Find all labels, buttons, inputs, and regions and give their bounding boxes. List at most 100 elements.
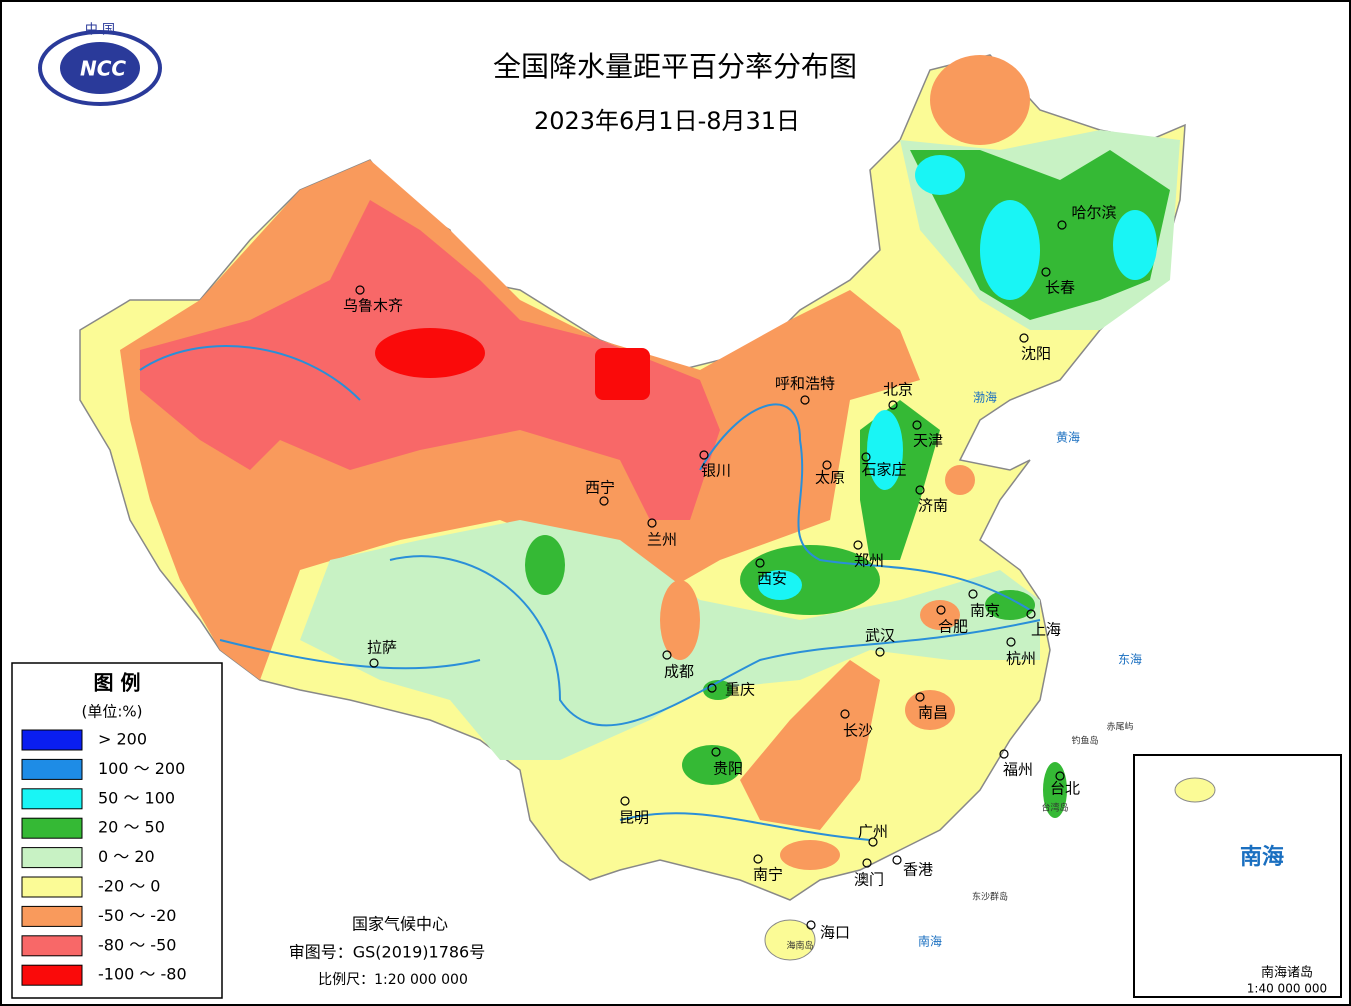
city-label: 香港 bbox=[903, 861, 933, 879]
city-marker bbox=[1057, 220, 1067, 230]
city-label: 西安 bbox=[757, 570, 787, 588]
city-label: 郑州 bbox=[854, 552, 884, 570]
legend-unit: (单位:%) bbox=[81, 703, 142, 721]
city-marker bbox=[1006, 637, 1016, 647]
logo-top: 中 国 bbox=[85, 23, 115, 38]
logo-mark: NCC bbox=[80, 57, 126, 81]
city-marker bbox=[912, 420, 922, 430]
city-label: 西宁 bbox=[585, 479, 615, 497]
map-fill bbox=[79, 54, 1186, 961]
logo: 中 国 NCC bbox=[38, 23, 162, 106]
city-marker bbox=[1019, 333, 1029, 343]
legend: 图 例 (单位:%) > 200 100 ～ 200 50 ～ 100 20 ～ 50… bbox=[11, 662, 223, 999]
city-marker bbox=[755, 558, 765, 568]
city-label: 合肥 bbox=[938, 618, 968, 636]
sea-label: 海南岛 bbox=[786, 940, 813, 952]
city-label: 广州 bbox=[858, 823, 888, 841]
city-marker bbox=[355, 285, 365, 295]
city-marker bbox=[369, 658, 379, 668]
city-label: 贵阳 bbox=[713, 760, 743, 778]
city-label: 海口 bbox=[820, 924, 850, 942]
city-marker bbox=[711, 747, 721, 757]
city-label: 台北 bbox=[1050, 780, 1080, 798]
city-label: 银川 bbox=[701, 462, 731, 480]
sea-label: 东沙群岛 bbox=[972, 891, 1008, 903]
city-marker bbox=[968, 589, 978, 599]
city-label: 石家庄 bbox=[861, 461, 906, 479]
sea-label: 东海 bbox=[1118, 652, 1142, 667]
inset-sea: 南海 bbox=[1240, 844, 1284, 870]
city-marker bbox=[999, 749, 1009, 759]
legend-label: 100 ～ 200 bbox=[98, 759, 185, 778]
legend-swatch bbox=[21, 729, 83, 751]
city-label: 武汉 bbox=[865, 627, 895, 645]
legend-title: 图 例 bbox=[94, 671, 141, 695]
city-marker bbox=[853, 540, 863, 550]
rivers bbox=[139, 345, 1041, 841]
city-marker bbox=[861, 452, 871, 462]
sea-label: 黄海 bbox=[1056, 430, 1080, 445]
city-marker bbox=[840, 709, 850, 719]
city-marker bbox=[806, 920, 816, 930]
legend-swatch bbox=[21, 935, 83, 957]
city-marker bbox=[822, 460, 832, 470]
city-marker bbox=[662, 650, 672, 660]
title: 全国降水量距平百分率分布图 bbox=[493, 50, 857, 83]
approval: 审图号：GS(2019)1786号 bbox=[289, 943, 485, 962]
legend-label: 50 ～ 100 bbox=[98, 788, 175, 807]
legend-label: -100 ～ -80 bbox=[98, 965, 187, 984]
city-marker bbox=[868, 837, 878, 847]
legend-swatch bbox=[21, 876, 83, 898]
city-label: 南昌 bbox=[918, 704, 948, 722]
city-marker bbox=[699, 450, 709, 460]
sea-label: 南海 bbox=[918, 934, 942, 949]
city-label: 福州 bbox=[1003, 761, 1033, 779]
city-marker bbox=[888, 400, 898, 410]
city-label: 南宁 bbox=[753, 866, 783, 884]
inset: 南海 南海诸岛 1:40 000 000 bbox=[1133, 754, 1342, 998]
city-label: 昆明 bbox=[619, 809, 649, 827]
city-marker bbox=[1026, 609, 1036, 619]
city-marker bbox=[647, 518, 657, 528]
city-label: 澳门 bbox=[854, 871, 884, 889]
city-label: 天津 bbox=[913, 432, 943, 450]
city-label: 成都 bbox=[664, 663, 694, 681]
date: 2023年6月1日-8月31日 bbox=[534, 107, 800, 135]
city-label: 乌鲁木齐 bbox=[343, 297, 403, 315]
sea-label: 赤尾屿 bbox=[1106, 722, 1133, 733]
legend-swatch bbox=[21, 847, 83, 869]
city-marker bbox=[1041, 267, 1051, 277]
city-label: 哈尔滨 bbox=[1071, 204, 1116, 222]
legend-label: -50 ～ -20 bbox=[98, 906, 176, 925]
legend-swatch bbox=[21, 817, 83, 839]
city-marker bbox=[862, 858, 872, 868]
city-marker bbox=[892, 855, 902, 865]
city-marker bbox=[915, 692, 925, 702]
city-marker bbox=[707, 683, 717, 693]
city-marker bbox=[875, 647, 885, 657]
city-label: 长沙 bbox=[843, 722, 873, 740]
city-label: 南京 bbox=[970, 602, 1000, 620]
city-marker bbox=[915, 485, 925, 495]
inset-scale: 1:40 000 000 bbox=[1247, 982, 1327, 996]
legend-label: -80 ～ -50 bbox=[98, 935, 176, 954]
legend-swatch bbox=[21, 758, 83, 780]
city-marker bbox=[800, 395, 810, 405]
sea-label: 台湾岛 bbox=[1041, 802, 1068, 814]
city-label: 上海 bbox=[1031, 621, 1061, 639]
legend-label: -20 ～ 0 bbox=[98, 877, 161, 896]
legend-swatch bbox=[21, 905, 83, 927]
city-label: 长春 bbox=[1045, 279, 1075, 297]
legend-label: 20 ～ 50 bbox=[98, 818, 165, 837]
city-marker bbox=[1055, 771, 1065, 781]
scale: 比例尺：1:20 000 000 bbox=[318, 972, 468, 988]
legend-swatch bbox=[21, 964, 83, 986]
legend-label: 0 ～ 20 bbox=[98, 847, 155, 866]
sea-label: 钓鱼岛 bbox=[1071, 735, 1098, 747]
city-marker bbox=[620, 796, 630, 806]
city-label: 呼和浩特 bbox=[775, 375, 835, 393]
sea-label: 渤海 bbox=[973, 390, 997, 405]
